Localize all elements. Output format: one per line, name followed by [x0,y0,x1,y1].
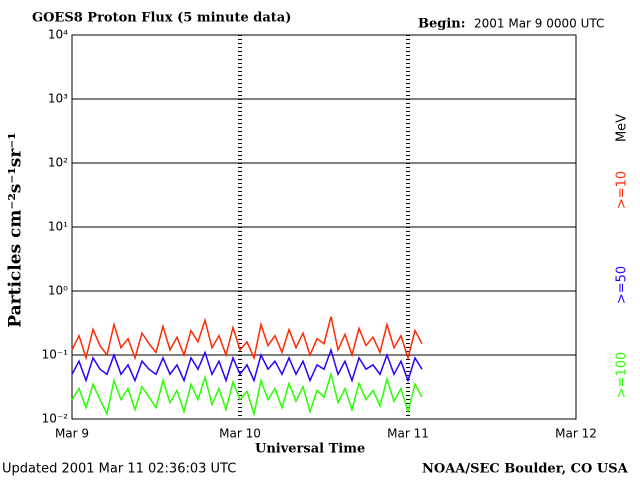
y-tick-label: 10⁴ [48,28,68,42]
unit-label: MeV [615,114,630,142]
updated: Updated 2001 Mar 11 02:36:03 UTC [2,462,236,477]
y-tick-label: 10⁻² [42,412,69,426]
y-tick-label: 10⁰ [48,284,68,298]
legend-entry: >=100 [615,352,630,399]
y-tick-label: 10⁻¹ [42,348,69,362]
series-line [71,371,423,417]
chart-title: GOES8 Proton Flux (5 minute data) [32,11,291,26]
series-line [71,347,423,383]
source: NOAA/SEC Boulder, CO USA [422,462,629,477]
y-tick-label: 10¹ [48,220,68,234]
x-tick-label: Mar 10 [219,427,261,441]
x-axis-label: Universal Time [255,442,365,457]
y-axis-label: Particles cm⁻²s⁻¹sr⁻¹ [6,132,26,327]
legend-entry: >=50 [615,266,630,304]
legend-entry: >=10 [615,171,630,209]
x-tick-label: Mar 12 [555,427,597,441]
begin-label: Begin: [418,17,466,32]
series-line [71,316,423,361]
begin-date: 2001 Mar 9 0000 UTC [474,17,604,31]
x-tick-label: Mar 9 [55,427,89,441]
y-tick-label: 10² [48,156,68,170]
x-tick-label: Mar 11 [387,427,429,441]
y-tick-label: 10³ [48,92,68,106]
